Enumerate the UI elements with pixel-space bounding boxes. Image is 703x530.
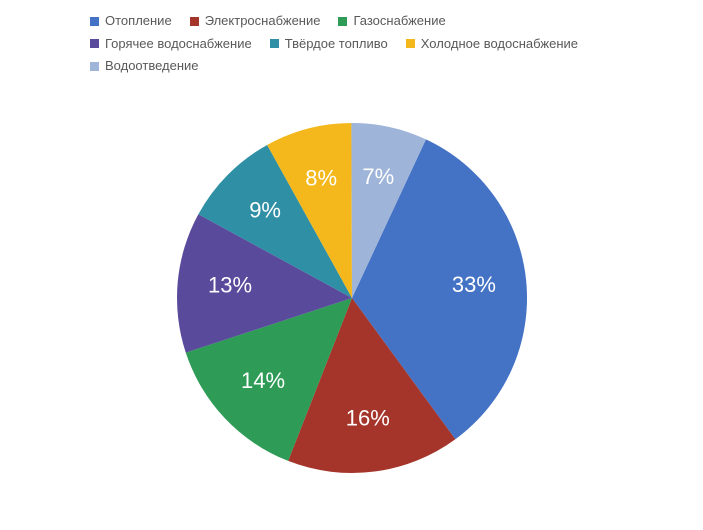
slice-label: 13% (207, 272, 251, 297)
legend-item: Горячее водоснабжение (90, 33, 252, 55)
slice-label: 33% (451, 271, 495, 296)
slice-label: 14% (240, 367, 284, 392)
legend-swatch (406, 39, 415, 48)
legend-row: Отопление Электроснабжение Газоснабжение (90, 10, 683, 33)
legend-label: Газоснабжение (353, 10, 445, 32)
legend-label: Холодное водоснабжение (421, 33, 578, 55)
legend-label: Электроснабжение (205, 10, 321, 32)
legend-item: Холодное водоснабжение (406, 33, 578, 55)
pie-chart: 33% 16% 14% 13% 9% 8% 7% (172, 118, 532, 478)
legend-item: Водоотведение (90, 55, 199, 77)
legend-label: Твёрдое топливо (285, 33, 388, 55)
legend-label: Отопление (105, 10, 172, 32)
slice-label: 8% (305, 165, 337, 190)
pie-chart-container: 33% 16% 14% 13% 9% 8% 7% (0, 78, 703, 518)
legend-item: Электроснабжение (190, 10, 321, 32)
legend-swatch (90, 17, 99, 26)
legend: ОтоплениеЭлектроснабжениеГазоснабжениеГо… (0, 0, 703, 78)
legend-item: Газоснабжение (338, 10, 445, 32)
legend-swatch (90, 39, 99, 48)
legend-item: Отопление (90, 10, 172, 32)
legend-row: Водоотведение (90, 55, 683, 78)
legend-swatch (190, 17, 199, 26)
legend-label: Горячее водоснабжение (105, 33, 252, 55)
legend-swatch (270, 39, 279, 48)
slice-label: 7% (362, 164, 394, 189)
slice-label: 16% (345, 405, 389, 430)
legend-row: Горячее водоснабжение Твёрдое топливо Холо… (90, 33, 683, 56)
legend-swatch (338, 17, 347, 26)
legend-item: Твёрдое топливо (270, 33, 388, 55)
legend-swatch (90, 62, 99, 71)
legend-label: Водоотведение (105, 55, 199, 77)
slice-label: 9% (249, 197, 281, 222)
